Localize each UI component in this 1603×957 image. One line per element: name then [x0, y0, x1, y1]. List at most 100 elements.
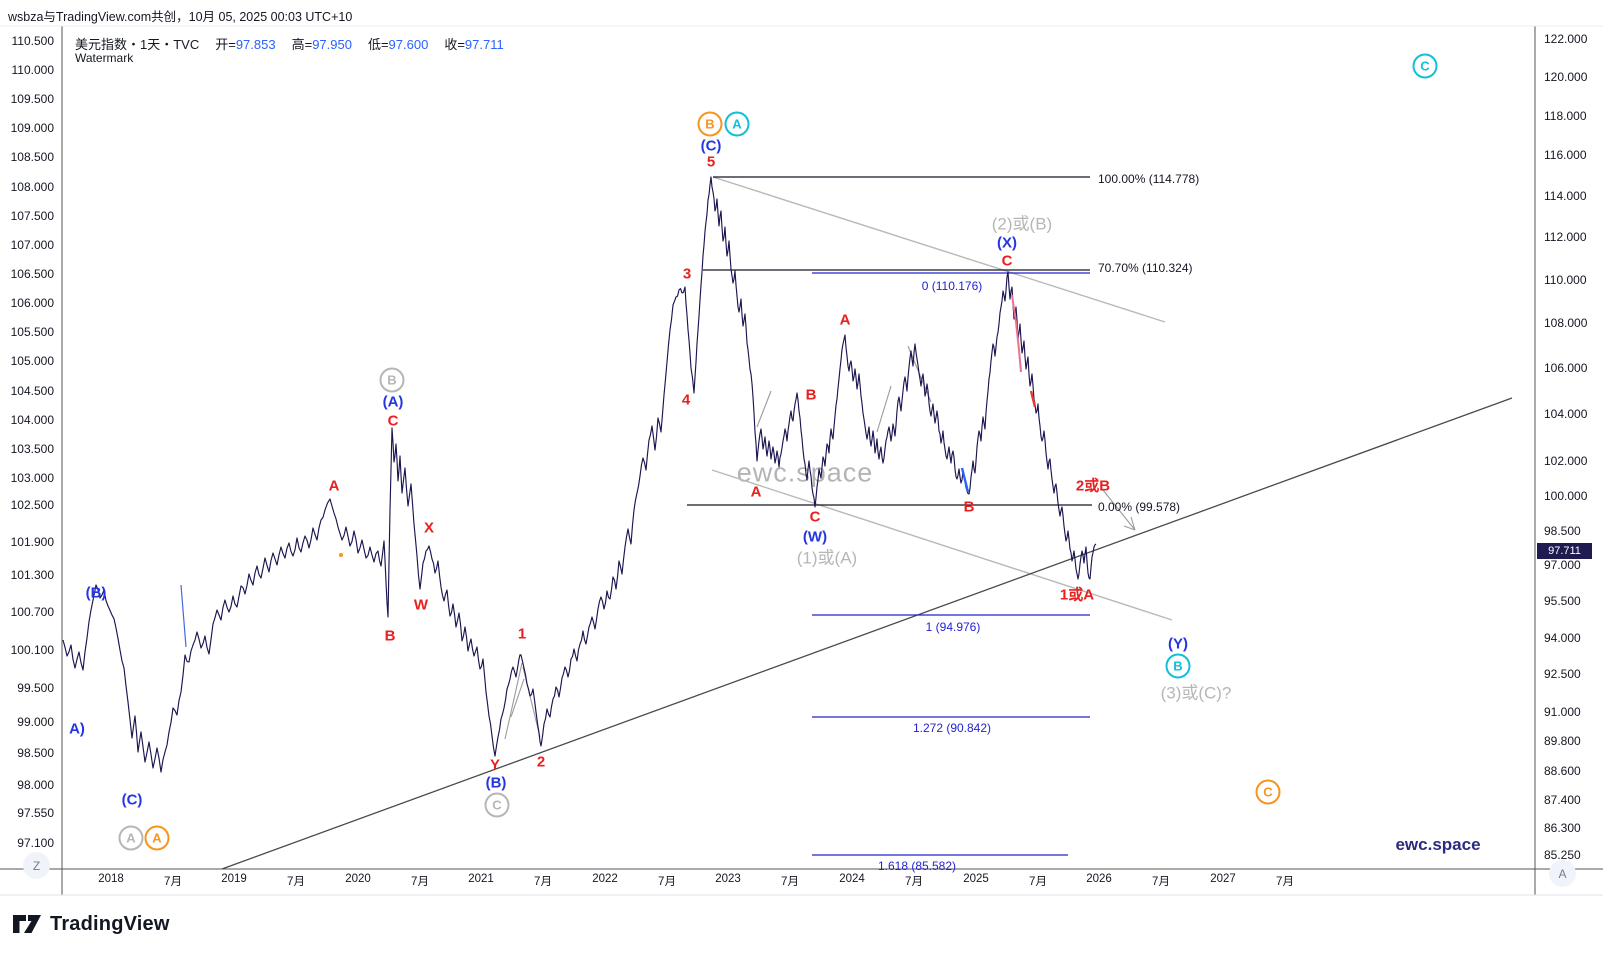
elliott-wave-label[interactable]: (A): [382, 393, 404, 411]
right-axis-tick: 98.500: [1544, 524, 1581, 538]
left-axis-tick: 106.000: [10, 296, 54, 310]
left-axis-tick: 107.000: [10, 238, 54, 252]
wave-connector-line[interactable]: [756, 390, 772, 428]
time-axis-tick: 2027: [1210, 873, 1236, 885]
left-axis-tick: 97.100: [17, 836, 54, 850]
wave-connector-line[interactable]: [1102, 489, 1136, 531]
wave-highlight-stroke[interactable]: [960, 467, 970, 493]
right-axis-tick: 110.000: [1544, 273, 1587, 287]
elliott-wave-label[interactable]: A): [69, 720, 85, 738]
elliott-wave-label[interactable]: C: [484, 792, 510, 818]
left-axis-tick: 97.550: [17, 806, 54, 820]
wave-connector-line[interactable]: [504, 662, 523, 740]
elliott-wave-label[interactable]: W: [413, 596, 429, 614]
elliott-wave-label[interactable]: B: [1165, 653, 1191, 679]
watermark-study-label: Watermark: [75, 51, 134, 65]
right-axis-tick: 100.000: [1544, 489, 1588, 503]
elliott-wave-label[interactable]: Y: [489, 756, 501, 774]
elliott-wave-label[interactable]: C: [1412, 53, 1438, 79]
elliott-wave-label[interactable]: B: [384, 627, 396, 645]
price-line-series[interactable]: [62, 176, 1097, 773]
elliott-wave-label[interactable]: 3: [682, 265, 692, 283]
elliott-wave-label[interactable]: (C): [121, 791, 143, 809]
wave-highlight-stroke[interactable]: [180, 584, 187, 648]
elliott-wave-label[interactable]: B: [697, 111, 723, 137]
right-axis-tick: 89.800: [1544, 734, 1581, 748]
elliott-wave-label[interactable]: 4: [681, 391, 691, 409]
fib-extension-label: 1 (94.976): [925, 620, 981, 634]
trendline[interactable]: [221, 397, 1513, 870]
elliott-wave-label[interactable]: A: [328, 477, 340, 495]
time-axis-tick: 2024: [839, 873, 865, 885]
time-axis-tick: 7月: [781, 876, 799, 888]
elliott-wave-label[interactable]: (2)或(B): [991, 214, 1053, 234]
right-axis-tick: 94.000: [1544, 631, 1581, 645]
wave-connector-line[interactable]: [510, 678, 525, 718]
right-axis-tick: 87.400: [1544, 793, 1581, 807]
time-axis-tick: 2019: [221, 873, 247, 885]
time-axis-tick: 2023: [715, 873, 741, 885]
elliott-wave-label[interactable]: X: [423, 519, 435, 537]
time-axis-tick: 2025: [963, 873, 989, 885]
wave-connector-line[interactable]: [1123, 525, 1136, 531]
elliott-wave-label[interactable]: B: [379, 367, 405, 393]
elliott-wave-label[interactable]: 2: [536, 753, 546, 771]
wave-highlight-stroke[interactable]: [1011, 294, 1022, 373]
left-axis-tick: 100.100: [10, 643, 54, 657]
trendline[interactable]: [712, 176, 1166, 323]
left-axis-tick: 108.000: [10, 180, 54, 194]
elliott-wave-label[interactable]: A: [724, 111, 750, 137]
timezone-button[interactable]: Z: [23, 852, 50, 879]
elliott-wave-label[interactable]: B: [963, 498, 975, 516]
elliott-wave-label[interactable]: (B): [485, 774, 507, 792]
right-axis-tick: 102.000: [1544, 454, 1588, 468]
brand-watermark: ewc.space: [1395, 835, 1481, 854]
elliott-wave-label[interactable]: 1或A: [1059, 586, 1095, 604]
right-axis-tick: 95.500: [1544, 594, 1581, 608]
elliott-wave-label[interactable]: A: [839, 311, 851, 329]
time-axis-tick: 7月: [1276, 876, 1294, 888]
left-axis-tick: 105.500: [10, 325, 54, 339]
elliott-wave-label[interactable]: 5: [706, 153, 716, 171]
right-axis-tick: 104.000: [1544, 407, 1588, 421]
left-axis-tick: 107.500: [10, 209, 54, 223]
left-axis-tick: 105.000: [10, 354, 54, 368]
tradingview-logo-icon: [13, 915, 41, 933]
left-axis-tick: 103.500: [10, 442, 54, 456]
tradingview-logo[interactable]: TradingView: [12, 912, 170, 936]
elliott-wave-label[interactable]: A: [144, 825, 170, 851]
elliott-wave-label[interactable]: (W): [802, 528, 828, 546]
time-axis-tick: 7月: [905, 876, 923, 888]
ohlc-low: 低=97.600: [367, 37, 429, 52]
right-axis-tick: 116.000: [1544, 148, 1587, 162]
elliott-wave-label[interactable]: C: [809, 508, 821, 526]
wave-connector-line[interactable]: [1130, 516, 1136, 531]
elliott-wave-label[interactable]: (B): [85, 584, 107, 602]
wave-connector-line[interactable]: [876, 385, 892, 433]
chart-legend: 美元指数・1天・TVC 开=97.853 高=97.950 低=97.600 收…: [75, 34, 504, 53]
elliott-wave-label[interactable]: (X): [997, 234, 1017, 252]
symbol-title[interactable]: 美元指数・1天・TVC: [75, 37, 200, 52]
elliott-wave-label[interactable]: (1)或(A): [796, 548, 858, 568]
time-axis-tick: 2021: [468, 873, 494, 885]
elliott-wave-label[interactable]: (3)或(C)?: [1160, 683, 1232, 703]
elliott-wave-label[interactable]: A: [750, 483, 762, 501]
elliott-wave-label[interactable]: (C): [700, 137, 722, 155]
fib-extension-label: 1.272 (90.842): [912, 721, 992, 735]
elliott-wave-label[interactable]: A: [118, 825, 144, 851]
time-axis-tick: 7月: [1029, 876, 1047, 888]
elliott-wave-label[interactable]: (Y): [1168, 635, 1188, 653]
elliott-wave-label[interactable]: C: [1001, 252, 1013, 270]
elliott-wave-label[interactable]: B: [805, 386, 817, 404]
time-axis-tick: 7月: [534, 876, 552, 888]
elliott-wave-label[interactable]: 1: [517, 625, 527, 643]
auto-scale-button[interactable]: A: [1549, 860, 1576, 887]
elliott-wave-label[interactable]: 2或B: [1075, 477, 1111, 495]
trendline[interactable]: [711, 469, 1173, 621]
right-axis-tick: 106.000: [1544, 361, 1588, 375]
elliott-wave-label[interactable]: C: [387, 412, 399, 430]
wave-highlight-stroke[interactable]: [1029, 390, 1037, 408]
elliott-wave-label[interactable]: C: [1255, 779, 1281, 805]
fib-extension-label: 0 (110.176): [921, 279, 983, 293]
